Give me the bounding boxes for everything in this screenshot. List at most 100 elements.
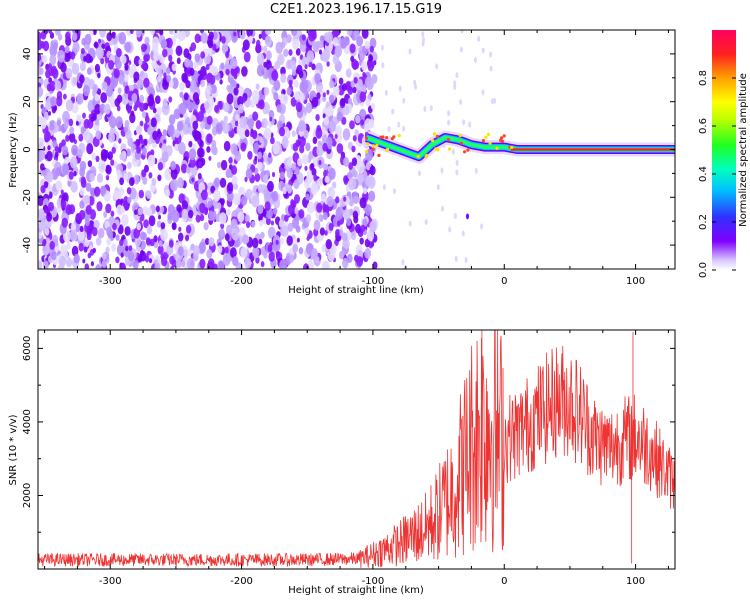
spectrogram-cell — [79, 200, 85, 209]
spectrogram-cell — [231, 165, 238, 175]
spectrogram-cell — [334, 134, 338, 139]
spectrogram-cell — [267, 155, 273, 164]
spectrogram-cell — [222, 253, 231, 266]
spectrogram-cell — [156, 106, 162, 116]
spectrogram-cell — [193, 130, 201, 142]
spectrogram-cell — [447, 110, 451, 117]
spectrogram-cell — [155, 137, 160, 144]
spectrogram-cell — [287, 222, 294, 232]
spectrogram-cell — [254, 173, 261, 182]
spectrogram-cell — [38, 149, 45, 161]
signal-track-speckle — [365, 142, 370, 146]
spectrogram-cell — [42, 243, 50, 256]
spectrogram-cell — [137, 254, 143, 263]
spectrogram-cell — [334, 131, 342, 143]
spectrogram-cell — [80, 47, 85, 55]
spectrogram-cell — [151, 60, 157, 69]
spectrogram-cell — [112, 222, 117, 231]
spectrogram-cell — [322, 95, 327, 102]
spectrogram-cell — [258, 33, 262, 40]
spectrogram-cell — [137, 207, 143, 216]
spectrogram-cell — [94, 103, 101, 115]
spectrogram-cell — [181, 72, 188, 83]
spectrogram-cell — [189, 67, 195, 76]
spectrogram-cell — [39, 117, 47, 130]
spectrogram-cell — [120, 263, 125, 269]
signal-track-inner — [365, 135, 675, 159]
spectrogram-cell — [362, 71, 366, 78]
spectrogram-cell — [360, 224, 366, 232]
spectrogram-cell — [50, 65, 57, 76]
spectrogram-cell — [133, 71, 140, 82]
spectrogram-cell — [85, 182, 92, 192]
spectrogram-cell — [229, 57, 238, 69]
spectrogram-cell — [294, 91, 300, 101]
spectrogram-cell — [408, 48, 412, 55]
spectrogram-cell — [286, 87, 292, 96]
signal-track-speckle — [435, 134, 440, 139]
spectrogram-cell — [118, 32, 127, 45]
spectrogram-cell — [370, 102, 376, 110]
spectrogram-cell — [212, 65, 219, 76]
spectrogram-cell — [242, 96, 246, 103]
spectrogram-cell — [391, 108, 395, 115]
spectrogram-cell — [105, 203, 112, 214]
snr-y-tick-label: 6000 — [22, 336, 33, 361]
spectrogram-cell — [118, 187, 124, 197]
spectrogram-cell — [141, 147, 147, 156]
snr-y-ticks: 2000 4000 6000 — [22, 336, 675, 533]
spectrogram-cell — [357, 173, 365, 184]
spectrogram-cell — [188, 209, 194, 219]
spectrogram-cell — [455, 159, 459, 166]
spectrogram-cell — [384, 89, 388, 96]
signal-track-speckle — [458, 133, 462, 138]
spectrogram-cell — [106, 226, 113, 237]
spectrogram-cell — [356, 35, 363, 47]
spectrogram-cell — [364, 238, 371, 248]
spectrogram-cell — [327, 142, 333, 150]
spectrogram-cell — [362, 187, 368, 195]
spectrogram-cell — [86, 67, 92, 75]
spectrogram-cell — [135, 124, 143, 136]
signal-track-speckle — [484, 135, 488, 139]
spectrogram-cell — [188, 148, 197, 161]
snr-x-tick-label: -200 — [230, 576, 253, 587]
spectrogram-cell — [185, 224, 192, 234]
spectrogram-cell — [200, 79, 206, 88]
spectrogram-cell — [92, 247, 97, 254]
spectrogram-cell — [306, 50, 315, 63]
spectrogram-cell — [474, 167, 478, 174]
spectrogram-cell — [155, 30, 160, 34]
spectrogram-cell — [53, 104, 58, 112]
spectrogram-cell — [165, 189, 171, 197]
spectrogram-cell — [342, 240, 347, 248]
spectrogram-cell — [97, 228, 105, 239]
spectrogram-cell — [316, 202, 323, 213]
spectrogram-cell — [38, 137, 45, 151]
spectrogram-cell — [422, 36, 425, 43]
spectrogram-cell — [183, 249, 188, 258]
spectrogram-cell — [233, 31, 237, 37]
spectrogram-cell — [224, 246, 229, 254]
spectrogram-cell — [335, 229, 340, 237]
spectrogram-cell — [239, 30, 246, 40]
spectrogram-cell — [116, 169, 121, 177]
spectrogram-cell — [38, 86, 44, 97]
spectrogram-cell — [197, 172, 202, 180]
spectrogram-cell — [489, 65, 493, 72]
spectrogram-x-tick-label: 0 — [501, 276, 507, 287]
spectrogram-cell — [222, 122, 230, 134]
spectrogram-cell — [148, 138, 153, 145]
spectrogram-cell — [316, 92, 321, 100]
spectrogram-cell — [270, 220, 274, 226]
spectrogram-cell — [116, 204, 124, 216]
spectrogram-cell — [175, 45, 183, 57]
spectrogram-cell — [213, 189, 221, 202]
signal-track-speckle — [364, 150, 369, 154]
spectrogram-cell — [131, 93, 138, 103]
spectrogram-cell — [72, 41, 80, 54]
spectrogram-y-tick-label: 40 — [22, 48, 33, 61]
spectrogram-cell — [282, 136, 288, 145]
spectrogram-cell — [200, 32, 208, 44]
spectrogram-cell — [279, 171, 285, 180]
